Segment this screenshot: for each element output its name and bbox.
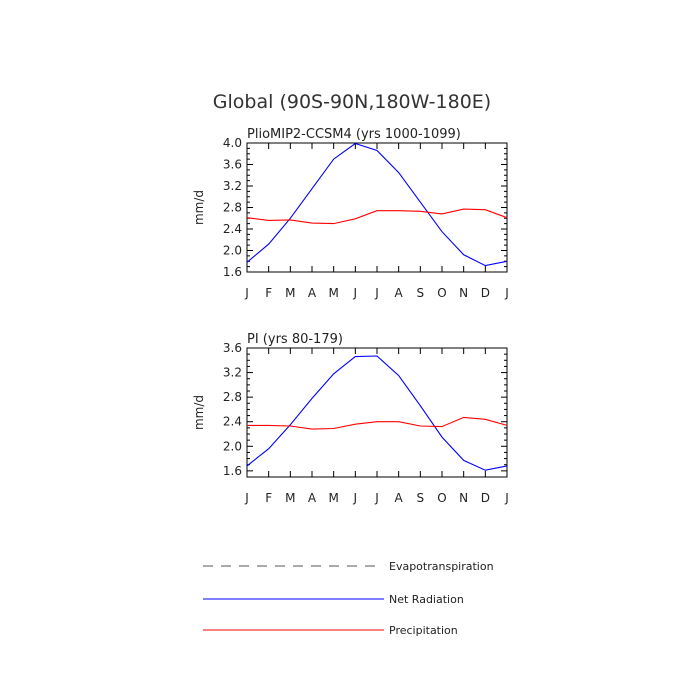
series-line-precipitation <box>247 416 508 430</box>
x-tick-label: J <box>504 286 509 300</box>
x-tick-label: N <box>459 491 468 505</box>
x-tick-label: J <box>244 491 249 505</box>
y-tick-label: 2.4 <box>223 222 242 236</box>
x-tick-label: A <box>308 491 317 505</box>
x-tick-label: D <box>481 491 490 505</box>
legend-label: Net Radiation <box>389 593 464 606</box>
x-tick-label: A <box>395 491 404 505</box>
y-axis-label: mm/d <box>192 190 206 225</box>
series-line-net-radiation <box>246 355 508 471</box>
y-tick-label: 1.6 <box>223 464 242 478</box>
y-tick-label: 2.0 <box>223 439 242 453</box>
x-tick-label: A <box>308 286 317 300</box>
figure-title: Global (90S-90N,180W-180E) <box>213 91 491 113</box>
x-tick-label: M <box>285 491 295 505</box>
x-tick-label: S <box>417 491 425 505</box>
x-tick-label: J <box>353 491 358 505</box>
series-line-precipitation <box>246 208 508 225</box>
y-tick-label: 2.8 <box>223 390 242 404</box>
panel-pliomip2: PlioMIP2-CCSM4 (yrs 1000-1099) 1.6 2.0 2.4 2… <box>192 127 509 300</box>
x-tick-label: M <box>328 491 338 505</box>
x-tick-label: J <box>504 491 509 505</box>
legend-label: Precipitation <box>389 624 458 637</box>
x-tick-label: M <box>328 286 338 300</box>
x-tick-label: F <box>265 286 272 300</box>
y-tick-label: 4.0 <box>223 136 242 150</box>
x-tick-label: O <box>437 491 446 505</box>
y-tick-label: 2.0 <box>223 244 242 258</box>
panel-title: PlioMIP2-CCSM4 (yrs 1000-1099) <box>247 127 461 142</box>
x-tick-label: J <box>244 286 249 300</box>
panel-title: PI (yrs 80-179) <box>247 332 343 347</box>
x-tick-label: J <box>374 491 379 505</box>
y-tick-label: 3.2 <box>223 179 242 193</box>
y-tick-label: 3.2 <box>223 366 242 380</box>
plot-frame <box>246 142 508 273</box>
x-tick-label: M <box>285 286 295 300</box>
x-tick-label: D <box>481 286 490 300</box>
y-axis-label: mm/d <box>192 395 206 430</box>
x-tick-label: S <box>417 286 425 300</box>
x-tick-label: J <box>353 286 358 300</box>
x-tick-label: O <box>437 286 446 300</box>
legend: Evapotranspiration Net Radiation Precipita… <box>203 560 494 637</box>
y-tick-label: 1.6 <box>223 265 242 279</box>
panel-pi: PI (yrs 80-179)1.62.02.42.83.23.6J F M A M J J… <box>192 332 509 505</box>
legend-label: Evapotranspiration <box>389 560 494 573</box>
x-tick-label: N <box>459 286 468 300</box>
x-tick-label: F <box>265 491 272 505</box>
x-tick-label: A <box>395 286 404 300</box>
y-tick-label: 2.4 <box>223 415 242 429</box>
y-tick-label: 3.6 <box>223 158 242 172</box>
x-tick-label: J <box>374 286 379 300</box>
y-tick-label: 2.8 <box>223 201 242 215</box>
series-line-net-radiation <box>246 142 508 267</box>
plot-frame <box>246 347 508 478</box>
y-tick-label: 3.6 <box>223 341 242 355</box>
